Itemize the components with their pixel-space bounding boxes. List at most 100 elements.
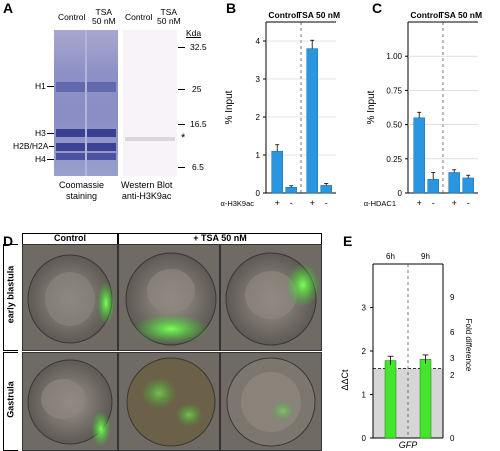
lane-header-control-1: Control (58, 12, 86, 22)
band-label-h2b-h2a: H2B/H2A (13, 141, 49, 151)
embryo-image (27, 254, 115, 344)
chart-c-condition-label: + (417, 198, 422, 208)
micrograph-tsa-gastrula-1 (118, 352, 220, 451)
chart-c-antibody-label: α-HDAC1 (364, 199, 396, 208)
coomassie-gel (54, 30, 118, 176)
panel-c-letter: C (372, 0, 383, 16)
chart-e-y-right-tick-label: 6 (450, 328, 455, 337)
kda-marker-16: 16.5 (190, 119, 207, 129)
chart-e-group-label: 9h (421, 252, 430, 261)
embryo-image (126, 357, 216, 447)
band-label-h4: H4 (35, 154, 46, 164)
embryo-image (226, 357, 316, 447)
chart-c-y-tick-label: 0.50 (386, 121, 402, 130)
chart-b-bar (320, 185, 332, 194)
band-label-h3: H3 (35, 128, 46, 138)
caption-coomassie: Coomassie staining (59, 180, 105, 201)
kda-marker-6: 6.5 (192, 162, 204, 172)
lane-header-tsa-1: TSA 50 nM (92, 7, 116, 26)
blot-band (125, 137, 175, 141)
panel-a-letter: A (3, 0, 14, 16)
chart-c-condition-label: - (432, 198, 435, 208)
chart-b-condition-label: - (325, 198, 328, 208)
chart-b-y-tick-label: 1 (256, 151, 261, 160)
chart-b-antibody-label: α-H3K9ac (220, 199, 254, 208)
chart-b-y-tick-label: 2 (256, 113, 261, 122)
caption-western: Western Blot anti-H3K9ac (121, 180, 173, 201)
chart-e-y-label-right: Fold difference (464, 319, 473, 372)
row-label-box-1 (3, 244, 18, 351)
chart-e-y-tick-label: 2 (362, 347, 367, 356)
kda-tick-16 (178, 124, 185, 125)
embryo-image (27, 359, 113, 447)
lane-header-tsa-2: TSA 50 nM (157, 7, 181, 26)
chart-e-bar (384, 360, 397, 439)
micrograph-control-blastula (22, 244, 118, 351)
chart-c-condition-label: + (452, 198, 457, 208)
band-tick-h2b (49, 146, 54, 147)
kda-tick-25 (178, 89, 185, 90)
blot-star: * (181, 132, 186, 144)
chart-c-group-label: Control (410, 10, 440, 20)
chart-c-y-tick-label: 1.00 (386, 52, 402, 61)
chart-b-y-tick-label: 3 (256, 75, 261, 84)
chart-c-bar (462, 177, 474, 194)
band-label-h1: H1 (35, 81, 46, 91)
panel-d-letter: D (3, 233, 14, 249)
chart-b-y-label: % Input (224, 90, 235, 124)
chart-c-condition-label: - (467, 198, 470, 208)
chart-b-y-tick-label: 0 (256, 189, 261, 198)
chart-c-y-label: % Input (366, 90, 377, 124)
kda-marker-25: 25 (192, 84, 202, 94)
chart-e-x-label: GFP (399, 440, 418, 450)
lane-header-control-2: Control (125, 12, 153, 22)
kda-marker-32: 32.5 (190, 42, 207, 52)
chart-c-bar (448, 172, 460, 194)
embryo-image (225, 252, 320, 346)
chart-c-y-tick-label: 0 (398, 189, 403, 198)
kda-tick-32 (178, 47, 185, 48)
chart-b-group-label: TSA 50 nM (297, 10, 340, 20)
col-header-control: Control (22, 233, 118, 244)
chart-e-y-right-tick-label: 2 (450, 371, 455, 380)
chart-e-y-tick-label: 3 (362, 304, 367, 313)
chart-e-y-right-tick-label: 9 (450, 293, 455, 302)
chart-e-y-tick-label: 1 (362, 391, 367, 400)
chart-b-group-label: Control (268, 10, 298, 20)
kda-tick-6 (178, 167, 185, 168)
chart-c-group-label: TSA 50 nM (439, 10, 482, 20)
micrograph-tsa-blastula-2 (220, 244, 322, 351)
kda-label: Kda (186, 28, 202, 38)
band-tick-h1 (47, 86, 54, 87)
band-tick-h3 (47, 133, 54, 134)
panel-b-letter: B (226, 0, 237, 16)
chart-e-y-right-tick-label: 3 (450, 354, 455, 363)
panel-e-letter: E (343, 233, 353, 249)
chart-b-condition-label: + (275, 198, 280, 208)
chart-e-y-label: ΔΔCt (340, 369, 350, 391)
col-header-tsa: + TSA 50 nM (118, 233, 322, 244)
gel-lane-gap (85, 30, 87, 176)
chart-b-y-tick-label: 4 (256, 37, 261, 46)
micrograph-control-gastrula (22, 352, 118, 451)
chart-b-bar (285, 187, 297, 194)
chart-e: 0 1 2 3 0 2 3 6 9 ΔΔCt Fold difference 6h 9h GFP (340, 252, 473, 450)
micrograph-tsa-gastrula-2 (220, 352, 322, 451)
chart-b-condition-label: + (310, 198, 315, 208)
chart-c-bar (427, 179, 439, 194)
chart-c-y-tick-label: 0.75 (386, 86, 402, 95)
chart-b-condition-label: - (290, 198, 293, 208)
row-label-gastrula: Gastrula (5, 381, 16, 418)
chart-e-group-label: 6h (386, 252, 395, 261)
chart-c-y-tick-label: 0.25 (386, 155, 402, 164)
western-blot (123, 30, 177, 176)
chart-c-bar (413, 117, 425, 194)
chart-e-y-right-tick-label: 0 (450, 434, 455, 443)
chart-b-bar (271, 150, 283, 194)
embryo-image (125, 252, 217, 346)
row-label-early-blastula: early blastula (5, 265, 16, 324)
chart-e-y-tick-label: 0 (362, 434, 367, 443)
chart-e-bar (419, 359, 432, 439)
